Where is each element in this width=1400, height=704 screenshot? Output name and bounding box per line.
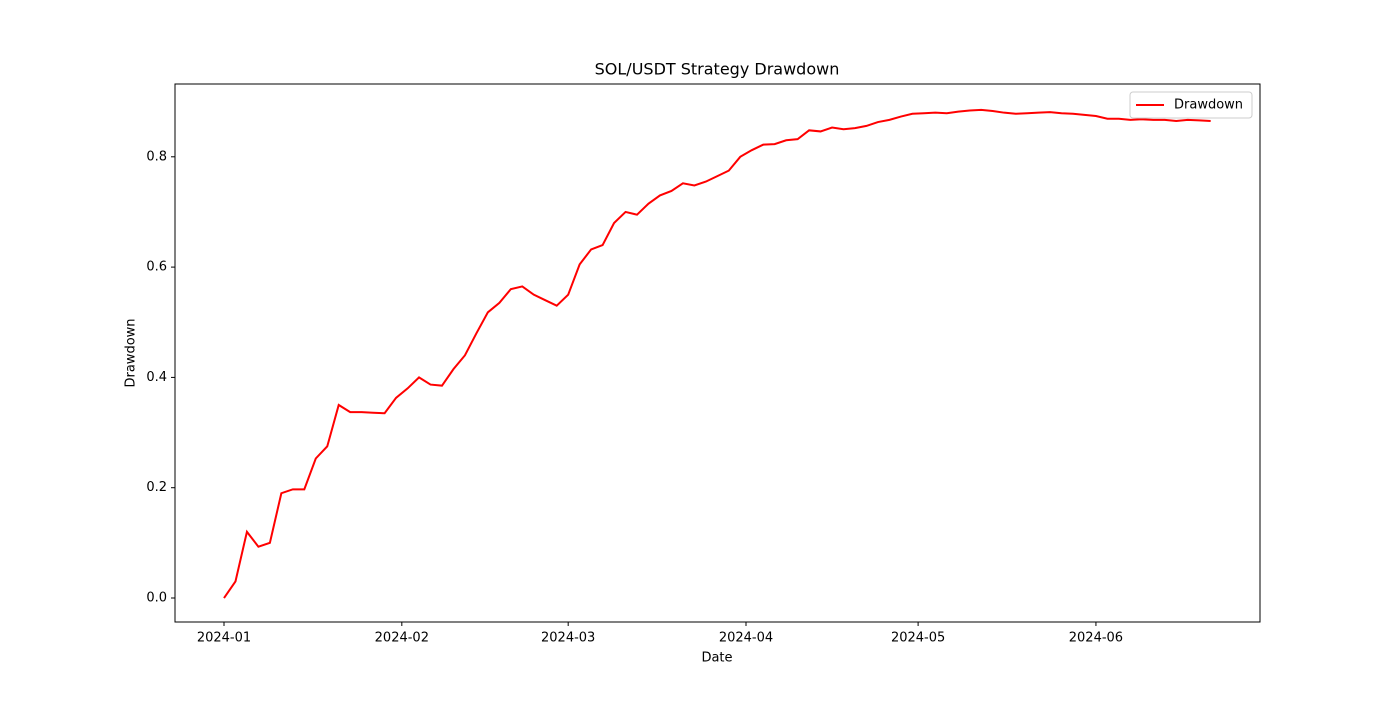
x-tick-label: 2024-06 bbox=[1069, 631, 1123, 646]
y-tick-label: 0.6 bbox=[146, 260, 167, 275]
chart-title: SOL/USDT Strategy Drawdown bbox=[595, 60, 840, 79]
y-tick-label: 0.8 bbox=[146, 149, 167, 164]
y-tick-label: 0.0 bbox=[146, 591, 167, 606]
y-tick-label: 0.4 bbox=[146, 370, 167, 385]
y-axis-label: Drawdown bbox=[124, 318, 139, 387]
x-tick-label: 2024-02 bbox=[375, 631, 429, 646]
x-tick-label: 2024-03 bbox=[541, 631, 595, 646]
data-line bbox=[223, 108, 1211, 599]
plot-frame bbox=[174, 83, 1261, 623]
legend-label: Drawdown bbox=[1174, 98, 1243, 113]
legend-box bbox=[1129, 91, 1253, 119]
x-axis-label: Date bbox=[701, 651, 732, 666]
x-tick-label: 2024-04 bbox=[719, 631, 773, 646]
x-tick-label: 2024-05 bbox=[891, 631, 945, 646]
x-tick-label: 2024-01 bbox=[197, 631, 251, 646]
y-tick-label: 0.2 bbox=[146, 480, 167, 495]
